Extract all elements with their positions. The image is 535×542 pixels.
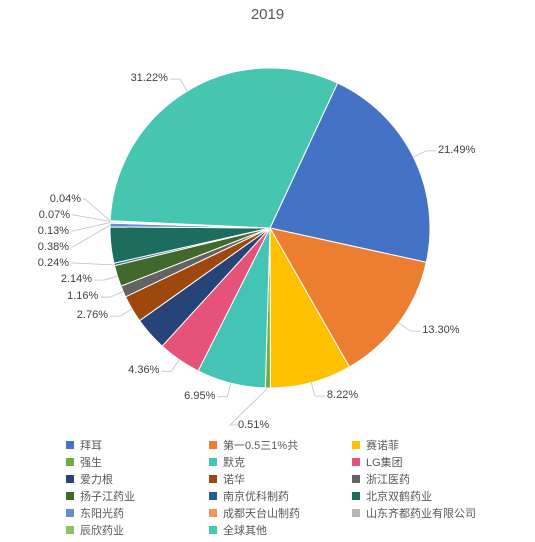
legend-label: 山东齐都药业有限公司 [366,505,476,521]
slice-label: 21.49% [438,144,475,156]
legend-item: LG集团 [352,454,495,470]
legend-item: 浙江医药 [352,471,495,487]
legend-swatch [66,492,74,500]
slice-label: 8.22% [327,389,358,401]
legend-item: 爱力根 [66,471,209,487]
legend-label: 全球其他 [223,522,267,538]
legend-swatch [209,458,217,466]
legend-item: 全球其他 [209,522,352,538]
legend-swatch [209,441,217,449]
legend-item: 拜耳 [66,437,209,453]
legend-swatch [352,475,360,483]
slice-label: 0.07% [39,209,70,221]
slice-label: 6.95% [184,390,215,402]
legend-item: 第一0.5三1%共 [209,437,352,453]
slice-label: 0.13% [38,225,69,237]
slice-label: 13.30% [422,324,459,336]
legend: 拜耳 第一0.5三1%共 赛诺菲强生 默克 LG集团爱力根 诺华 浙江医药扬子江药业 南京优科… [66,436,496,538]
legend-label: 诺华 [223,471,245,487]
legend-item: 东阳光药 [66,505,209,521]
slice-label: 0.04% [50,193,81,205]
legend-swatch [352,441,360,449]
slice-label: 0.51% [238,419,269,431]
legend-label: 爱力根 [80,471,113,487]
legend-label: 第一0.5三1%共 [223,437,298,453]
slice-label: 2.14% [61,273,92,285]
legend-label: 强生 [80,454,102,470]
legend-label: 北京双鹤药业 [366,488,432,504]
slice-label: 2.76% [77,309,108,321]
legend-label: 默克 [223,454,245,470]
legend-swatch [352,492,360,500]
legend-swatch [66,526,74,534]
slice-label: 1.16% [67,290,98,302]
legend-swatch [66,475,74,483]
slice-label: 31.22% [131,72,168,84]
legend-swatch [66,441,74,449]
slice-label: 0.38% [38,241,69,253]
legend-swatch [209,492,217,500]
legend-label: LG集团 [366,454,403,470]
legend-item: 成都天台山制药 [209,505,352,521]
legend-label: 成都天台山制药 [223,505,300,521]
slice-label: 0.24% [38,257,69,269]
legend-item: 辰欣药业 [66,522,209,538]
legend-swatch [209,509,217,517]
legend-item: 默克 [209,454,352,470]
legend-item: 诺华 [209,471,352,487]
legend-label: 拜耳 [80,437,102,453]
legend-swatch [209,526,217,534]
slice-label: 4.36% [128,364,159,376]
legend-item: 南京优科制药 [209,488,352,504]
legend-swatch [66,458,74,466]
legend-label: 赛诺菲 [366,437,399,453]
legend-swatch [66,509,74,517]
legend-item: 北京双鹤药业 [352,488,495,504]
legend-swatch [352,458,360,466]
legend-label: 东阳光药 [80,505,124,521]
legend-label: 南京优科制药 [223,488,289,504]
legend-label: 浙江医药 [366,471,410,487]
legend-item: 山东齐都药业有限公司 [352,505,495,521]
legend-item: 强生 [66,454,209,470]
legend-label: 扬子江药业 [80,488,135,504]
legend-swatch [209,475,217,483]
legend-item: 赛诺菲 [352,437,495,453]
chart-container: 2019 21.49%13.30%8.22%6.95%4.36%2.76%1.1… [0,0,535,542]
legend-label: 辰欣药业 [80,522,124,538]
legend-item: 扬子江药业 [66,488,209,504]
legend-swatch [352,509,360,517]
